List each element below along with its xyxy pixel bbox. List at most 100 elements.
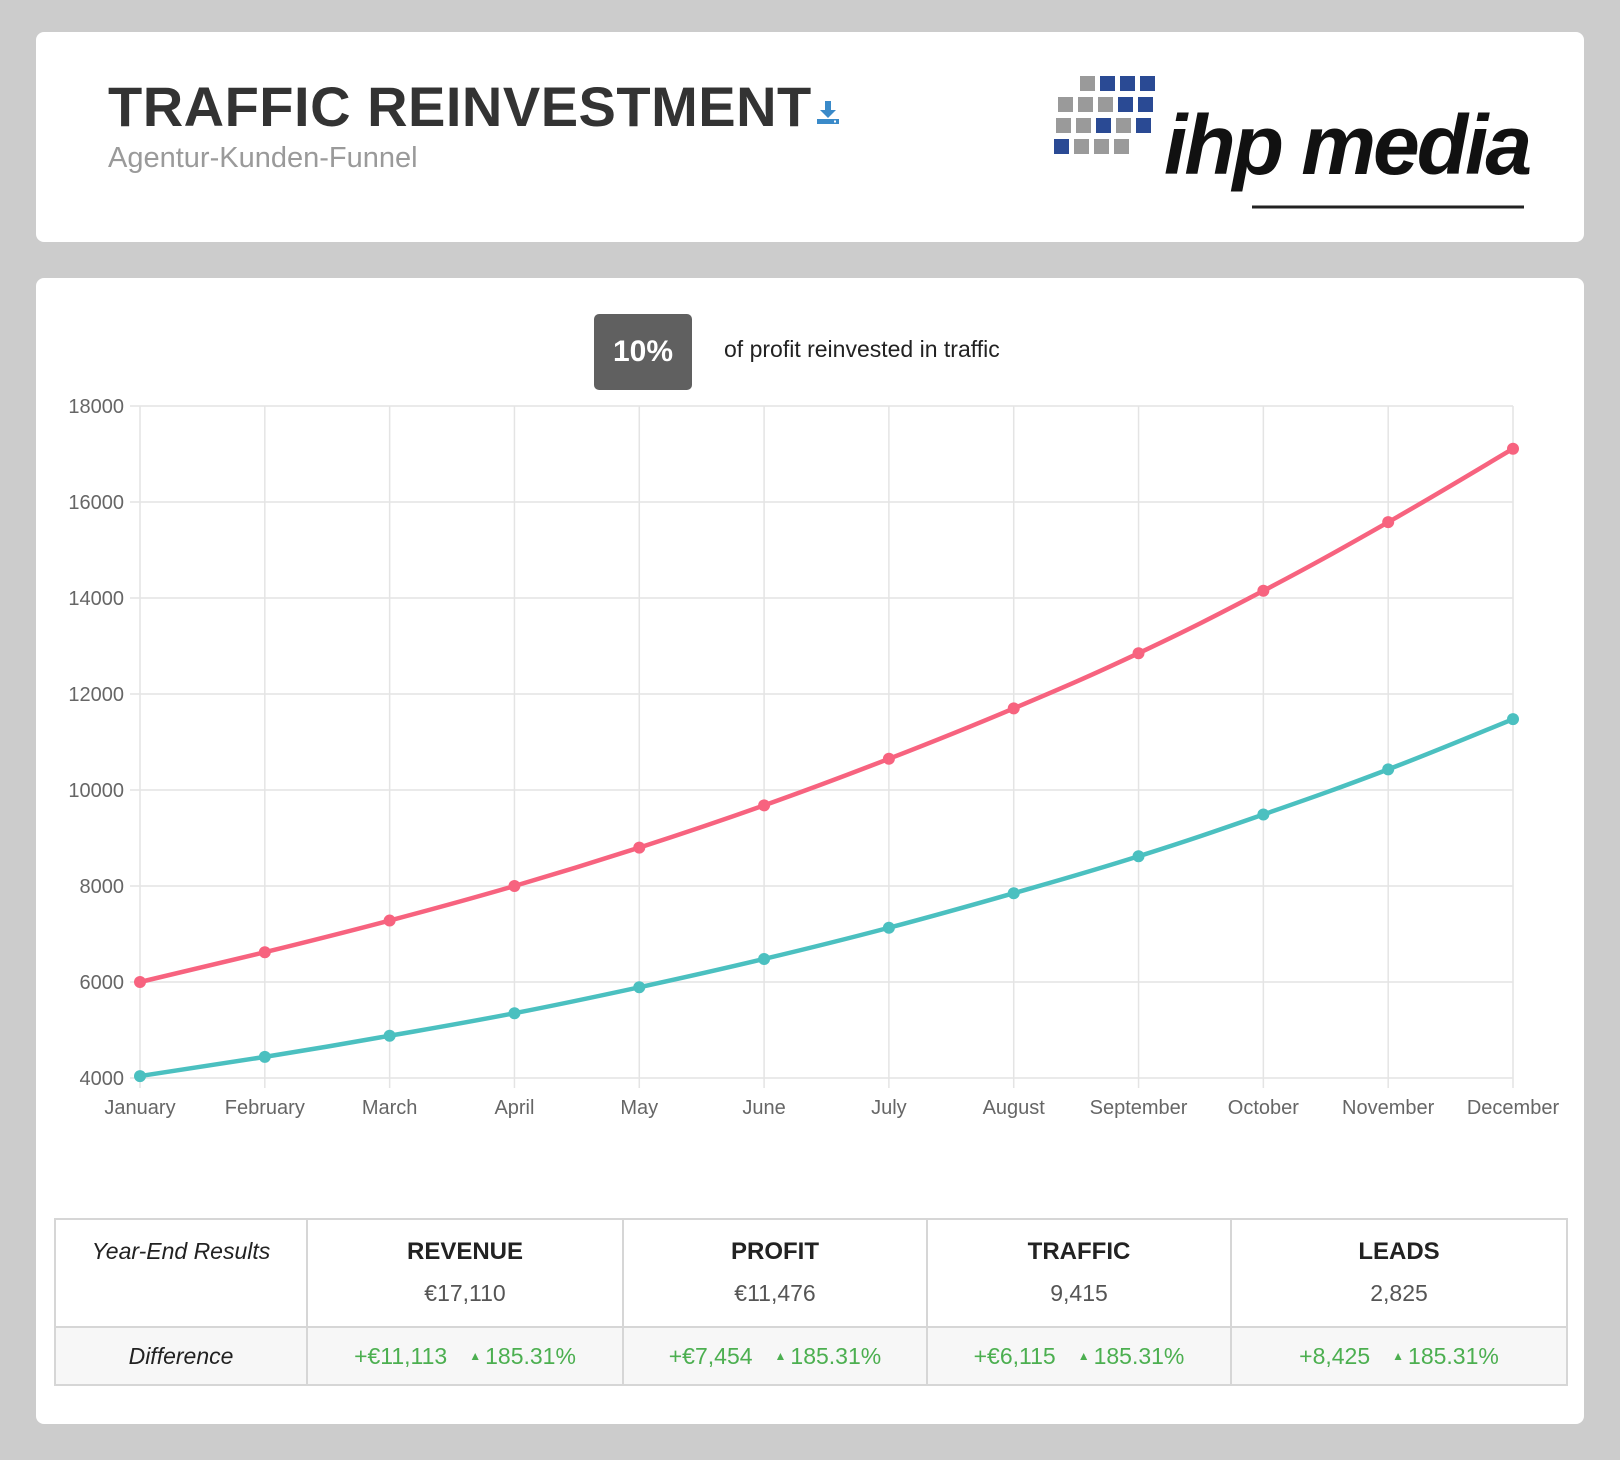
svg-text:ihp media: ihp media (1164, 98, 1530, 192)
revenue-header: REVENUE (406, 1238, 524, 1265)
traffic-header: TRAFFIC (1027, 1238, 1131, 1265)
data-point-1[interactable] (758, 952, 771, 965)
data-point-0[interactable] (758, 799, 771, 812)
revenue-diff: +€11,113 (354, 1342, 448, 1369)
year-end-row: Year-End Results REVENUE €17,110 PROFIT €1… (54, 1218, 1568, 1328)
data-point-1[interactable] (134, 1070, 146, 1083)
series-line-0 (139, 446, 1515, 985)
data-point-1[interactable] (1507, 713, 1519, 726)
data-point-0[interactable] (1257, 584, 1270, 597)
logo-grid-square (1120, 76, 1135, 91)
leads-diff-cell: +8,425 ▲ 185.31% (1230, 1326, 1568, 1386)
logo-grid-square (1078, 97, 1093, 112)
y-tick-label: 6000 (80, 972, 125, 994)
x-tick-label: February (225, 1097, 305, 1119)
logo-grid-square (1118, 97, 1133, 112)
x-tick-label: June (742, 1097, 785, 1119)
data-point-0[interactable] (1507, 442, 1519, 455)
data-point-0[interactable] (258, 946, 271, 959)
data-point-1[interactable] (882, 921, 895, 934)
series-line-1 (139, 717, 1514, 1079)
year-end-label: Year-End Results (91, 1238, 271, 1264)
page-title: TRAFFIC REINVESTMENT (108, 75, 812, 138)
y-tick-label: 16000 (68, 492, 124, 514)
x-tick-label: October (1228, 1097, 1299, 1119)
up-arrow-icon: ▲ (1392, 1348, 1405, 1363)
reinvest-percentage-badge[interactable]: 10% (594, 314, 692, 390)
traffic-value: 9,415 (1050, 1280, 1108, 1306)
leads-value: 2,825 (1370, 1280, 1428, 1306)
data-point-0[interactable] (508, 880, 521, 892)
logo-grid-square (1116, 118, 1131, 133)
logo-grid-square (1056, 118, 1071, 133)
logo-grid-square (1138, 97, 1153, 112)
x-tick-label: July (871, 1097, 907, 1119)
data-point-1[interactable] (258, 1050, 271, 1063)
data-point-0[interactable] (1132, 647, 1145, 660)
header-card: TRAFFIC REINVESTMENT Agentur-Kunden-Funn… (36, 32, 1584, 242)
leads-diff: +8,425 (1299, 1342, 1371, 1369)
logo-grid-square (1114, 139, 1129, 154)
logo-grid-square (1098, 97, 1113, 112)
page-subtitle: Agentur-Kunden-Funnel (108, 142, 418, 174)
logo-grid-square (1136, 118, 1151, 133)
data-point-0[interactable] (1382, 516, 1395, 529)
traffic-diff: +€6,115 (973, 1342, 1056, 1369)
y-tick-label: 18000 (68, 396, 124, 418)
profit-diff-pct: 185.31% (790, 1342, 882, 1369)
difference-label: Difference (128, 1342, 234, 1369)
x-tick-label: January (104, 1097, 175, 1119)
logo-grid-square (1080, 76, 1095, 91)
up-arrow-icon: ▲ (1077, 1348, 1090, 1363)
y-tick-label: 12000 (68, 684, 124, 706)
x-tick-label: August (983, 1097, 1046, 1119)
data-point-1[interactable] (1257, 808, 1270, 821)
data-point-0[interactable] (633, 841, 646, 854)
data-point-1[interactable] (1132, 850, 1145, 863)
leads-header: LEADS (1358, 1238, 1440, 1265)
data-point-0[interactable] (383, 914, 396, 927)
logo-grid-square (1074, 139, 1089, 154)
ihp-media-logo: ihp media (1054, 76, 1533, 209)
logo-grid-square (1100, 76, 1115, 91)
profit-cell: PROFIT €11,476 (622, 1218, 928, 1328)
y-tick-label: 14000 (68, 588, 124, 610)
x-tick-label: April (494, 1097, 534, 1119)
leads-diff-pct: 185.31% (1408, 1342, 1499, 1369)
revenue-value: €17,110 (424, 1280, 506, 1306)
download-icon[interactable] (814, 98, 842, 126)
x-tick-label: December (1467, 1097, 1560, 1119)
results-table: Year-End Results REVENUE €17,110 PROFIT €1… (54, 1218, 1568, 1386)
y-tick-label: 10000 (68, 780, 124, 802)
data-point-1[interactable] (383, 1029, 396, 1042)
up-arrow-icon: ▲ (774, 1348, 787, 1363)
revenue-diff-cell: +€11,113 ▲ 185.31% (306, 1326, 624, 1386)
logo-grid-square (1094, 139, 1109, 154)
logo-grid-square (1058, 97, 1073, 112)
logo-grid-square (1096, 118, 1111, 133)
difference-label-cell: Difference (54, 1326, 308, 1386)
profit-header: PROFIT (731, 1238, 819, 1265)
data-point-1[interactable] (633, 981, 646, 994)
data-point-1[interactable] (508, 1007, 521, 1020)
logo-grid-square (1076, 118, 1091, 133)
data-point-0[interactable] (1007, 702, 1020, 715)
profit-diff: +€7,454 (668, 1342, 753, 1369)
logo-grid-square (1140, 76, 1155, 91)
x-tick-label: September (1090, 1097, 1188, 1119)
x-tick-label: November (1342, 1097, 1435, 1119)
profit-value: €11,476 (734, 1280, 816, 1306)
year-end-label-cell: Year-End Results (54, 1218, 308, 1328)
profit-diff-cell: +€7,454 ▲ 185.31% (622, 1326, 928, 1386)
traffic-cell: TRAFFIC 9,415 (926, 1218, 1232, 1328)
data-point-0[interactable] (882, 752, 895, 765)
traffic-diff-pct: 185.31% (1093, 1342, 1185, 1369)
data-point-0[interactable] (134, 976, 146, 988)
logo-grid-square (1054, 139, 1069, 154)
x-tick-label: March (362, 1097, 418, 1119)
reinvest-percentage-label: of profit reinvested in traffic (724, 336, 1000, 362)
data-point-1[interactable] (1007, 887, 1020, 900)
x-tick-label: May (620, 1097, 658, 1119)
data-point-1[interactable] (1382, 763, 1395, 776)
y-tick-label: 4000 (80, 1068, 125, 1090)
